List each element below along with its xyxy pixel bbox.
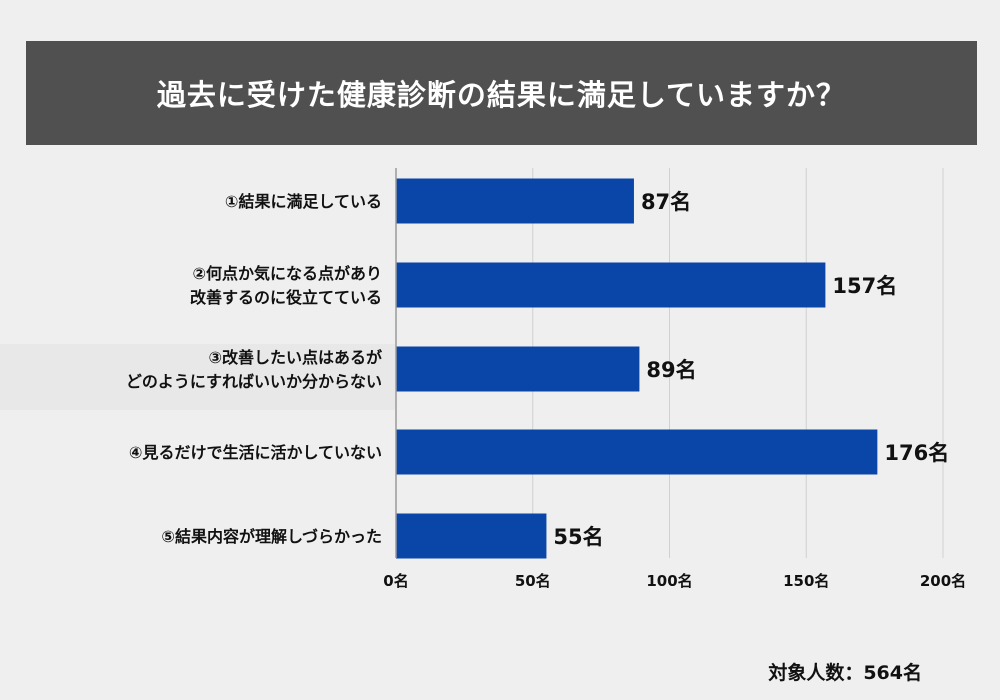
x-tick-label: 100名 [646, 572, 692, 590]
chart-title: 過去に受けた健康診断の結果に満足していますか？ [156, 78, 847, 112]
bar [396, 513, 547, 559]
highlight-band [0, 344, 395, 410]
value-label: 176名 [884, 441, 949, 465]
value-label: 157名 [832, 274, 897, 298]
bar [396, 346, 640, 392]
x-tick-label: 150名 [783, 572, 829, 590]
category-label: ③改善したい点はあるが [208, 348, 382, 367]
x-tick-label: 200名 [920, 572, 966, 590]
category-label: どのようにすればいいか分からない [126, 372, 382, 391]
bar [396, 178, 634, 224]
bar [396, 429, 878, 475]
category-label: ④見るだけで生活に活かしていない [129, 443, 382, 462]
value-label: 87名 [641, 190, 691, 214]
x-tick-label: 0名 [383, 572, 408, 590]
category-label: ⑤結果内容が理解しづらかった [161, 527, 382, 546]
title-banner: 過去に受けた健康診断の結果に満足していますか？ [26, 41, 977, 145]
bar [396, 262, 826, 308]
category-label: ①結果に満足している [225, 192, 382, 211]
value-label: 89名 [646, 358, 696, 382]
category-label: 改善するのに役立てている [190, 288, 382, 307]
sample-size-note: 対象人数：564名 [768, 662, 922, 684]
x-tick-label: 50名 [515, 572, 551, 590]
value-label: 55名 [553, 525, 603, 549]
category-label: ②何点か気になる点があり [192, 264, 382, 283]
